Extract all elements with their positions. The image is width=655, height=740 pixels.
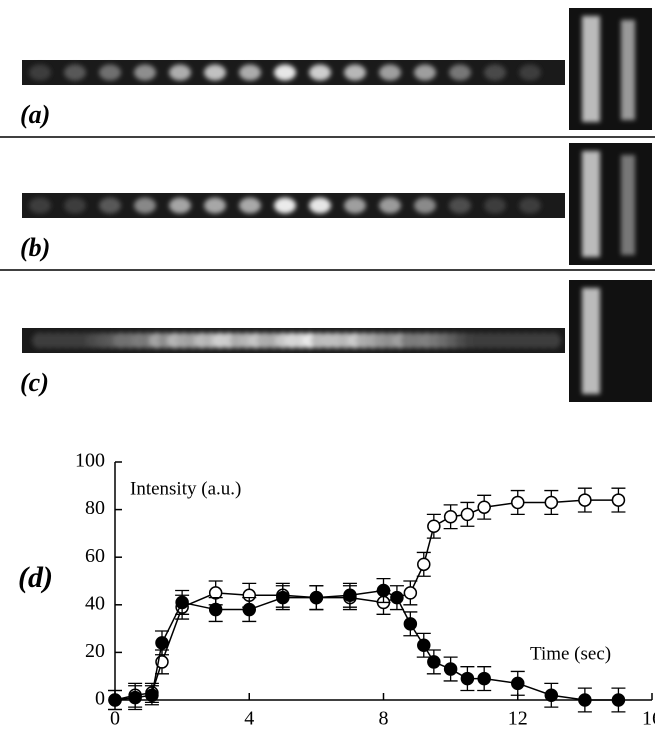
point: [276, 590, 290, 605]
spot: [545, 332, 561, 349]
point: [145, 688, 159, 702]
spot: [414, 64, 436, 81]
point: [309, 590, 324, 605]
x-tick-label: 8: [379, 708, 389, 730]
side-image: [569, 8, 652, 130]
point: [511, 495, 525, 510]
y-tick-label: 0: [95, 688, 105, 710]
panel-label: (d): [18, 561, 53, 594]
y-tick-label: 100: [75, 450, 105, 472]
x-tick-label: 0: [110, 708, 120, 730]
x-tick-label: 4: [244, 708, 254, 730]
point: [128, 690, 142, 705]
y-tick-label: 20: [85, 640, 105, 662]
side-glow: [582, 151, 635, 257]
point: [544, 688, 559, 702]
point: [460, 671, 475, 686]
spot: [449, 197, 471, 214]
spot: [99, 64, 121, 81]
band: [621, 155, 635, 255]
spot: [169, 197, 191, 214]
point: [611, 693, 626, 707]
spot: [204, 64, 226, 81]
spot: [29, 197, 51, 214]
point: [390, 590, 404, 605]
point: [578, 493, 592, 507]
plot: 0 20 40 60 80 100 0 4 8 12 16: [75, 450, 655, 730]
spot: [379, 64, 401, 81]
strip-glow: [29, 197, 541, 214]
spot: [64, 64, 86, 81]
spot: [29, 64, 51, 81]
panel-label: (b): [20, 233, 50, 262]
x-tick-label: 12: [508, 708, 528, 730]
spot: [519, 64, 541, 81]
point: [477, 500, 491, 514]
side-glow: [582, 16, 635, 122]
y-tick-label: 80: [85, 497, 105, 519]
point: [208, 602, 223, 617]
annotation: Time (sec): [530, 643, 611, 664]
y-tick-label: 40: [85, 592, 105, 614]
spot: [484, 197, 506, 214]
point: [477, 671, 491, 686]
spot: [134, 64, 156, 81]
point: [443, 509, 458, 524]
spot: [414, 197, 436, 214]
band: [621, 20, 635, 120]
spot: [309, 64, 331, 81]
point: [443, 662, 458, 676]
spot: [344, 64, 366, 81]
spot: [134, 197, 156, 214]
side-image: [569, 143, 652, 265]
point: [155, 636, 169, 650]
point: [578, 693, 592, 707]
spot: [64, 197, 86, 214]
spot: [204, 197, 226, 214]
side-glow: [582, 288, 600, 394]
point: [343, 588, 357, 603]
spot: [309, 197, 331, 214]
point: [376, 583, 391, 598]
point: [611, 493, 626, 507]
spot: [274, 197, 296, 214]
spot: [99, 197, 121, 214]
spot: [274, 64, 296, 81]
point: [108, 693, 122, 707]
panel-label: (c): [20, 368, 49, 397]
point: [511, 676, 525, 691]
spot: [449, 64, 471, 81]
y-tick-label: 60: [85, 545, 105, 567]
side-image: [569, 280, 652, 402]
point: [417, 557, 431, 572]
point: [175, 595, 189, 610]
band: [582, 151, 600, 257]
strip-glow: [29, 64, 541, 81]
spot: [519, 197, 541, 214]
point: [427, 655, 441, 669]
spot: [239, 197, 261, 214]
spot: [484, 64, 506, 81]
point: [403, 617, 418, 631]
spot: [379, 197, 401, 214]
spot: [239, 64, 261, 81]
strip-glow: [32, 332, 561, 349]
band: [582, 16, 600, 122]
band: [582, 288, 600, 394]
point: [417, 638, 431, 653]
spot: [169, 64, 191, 81]
series-line: [114, 499, 619, 701]
spot: [344, 197, 366, 214]
annotation: Intensity (a.u.): [130, 478, 241, 499]
point: [427, 519, 441, 534]
micrographs: [22, 8, 652, 402]
x-tick-label: 16: [642, 708, 655, 730]
point: [544, 495, 559, 510]
panel-label: (a): [20, 100, 50, 129]
point: [460, 507, 475, 522]
series-line: [114, 589, 619, 701]
point: [242, 602, 256, 617]
point: [403, 586, 418, 600]
